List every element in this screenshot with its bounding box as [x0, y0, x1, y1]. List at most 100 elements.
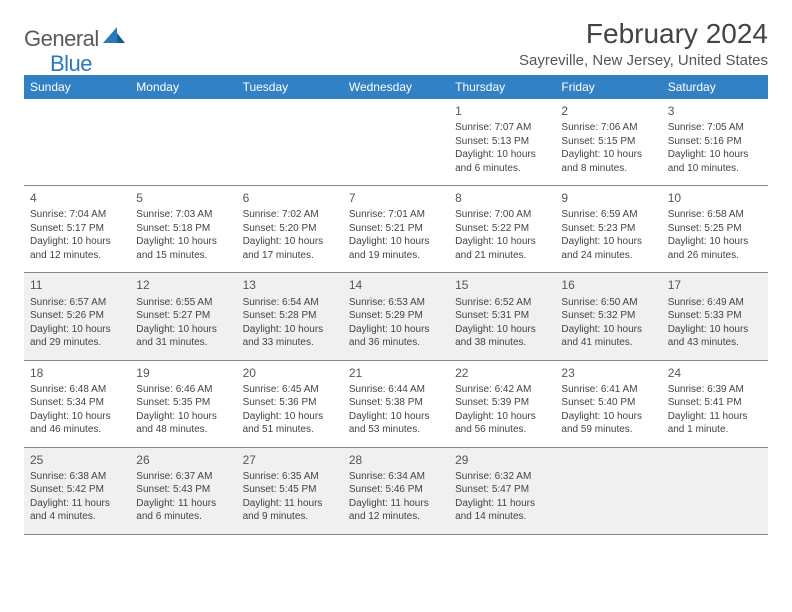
logo-triangle-icon [103, 27, 125, 48]
day-number: 27 [243, 452, 337, 468]
day-number: 22 [455, 365, 549, 381]
day-detail: Sunrise: 6:41 AMSunset: 5:40 PMDaylight:… [561, 383, 655, 437]
location: Sayreville, New Jersey, United States [519, 52, 768, 69]
calendar-empty-cell [662, 447, 768, 534]
calendar-day-cell: 25 Sunrise: 6:38 AMSunset: 5:42 PMDayligh… [24, 447, 130, 534]
calendar-day-cell: 7 Sunrise: 7:01 AMSunset: 5:21 PMDaylight… [343, 186, 449, 273]
calendar-day-cell: 9Sunrise: 6:59 AMSunset: 5:23 PMDaylight… [555, 186, 661, 273]
day-detail: Sunrise: 6:49 AMSunset: 5:33 PMDaylight:… [668, 296, 762, 350]
day-number: 29 [455, 452, 549, 468]
day-number: 13 [243, 277, 337, 293]
day-number: 28 [349, 452, 443, 468]
day-number: 16 [561, 277, 655, 293]
calendar-day-cell: 3 Sunrise: 7:05 AMSunset: 5:16 PMDaylight… [662, 99, 768, 186]
day-detail: Sunrise: 6:53 AMSunset: 5:29 PMDaylight:… [349, 296, 443, 350]
day-number: 14 [349, 277, 443, 293]
day-detail: Sunrise: 6:35 AMSunset: 5:45 PMDaylight:… [243, 470, 337, 524]
calendar-day-cell: 2 Sunrise: 7:06 AMSunset: 5:15 PMDaylight… [555, 99, 661, 186]
calendar-empty-cell [555, 447, 661, 534]
logo: General [24, 26, 127, 52]
day-detail: Sunrise: 6:42 AMSunset: 5:39 PMDaylight:… [455, 383, 549, 437]
calendar-week-row: 18 Sunrise: 6:48 AMSunset: 5:34 PMDayligh… [24, 360, 768, 447]
day-detail: Sunrise: 7:01 AMSunset: 5:21 PMDaylight:… [349, 208, 443, 262]
day-number: 8 [455, 190, 549, 206]
calendar-body: 1 Sunrise: 7:07 AMSunset: 5:13 PMDaylight… [24, 99, 768, 534]
day-detail: Sunrise: 7:04 AMSunset: 5:17 PMDaylight:… [30, 208, 124, 262]
logo-text-blue: Blue [50, 51, 92, 77]
calendar-week-row: 25 Sunrise: 6:38 AMSunset: 5:42 PMDayligh… [24, 447, 768, 534]
calendar-empty-cell [24, 99, 130, 186]
calendar-empty-cell [237, 99, 343, 186]
calendar-day-cell: 16 Sunrise: 6:50 AMSunset: 5:32 PMDayligh… [555, 273, 661, 360]
day-detail: Sunrise: 6:32 AMSunset: 5:47 PMDaylight:… [455, 470, 549, 524]
calendar-day-cell: 29 Sunrise: 6:32 AMSunset: 5:47 PMDayligh… [449, 447, 555, 534]
calendar-week-row: 4 Sunrise: 7:04 AMSunset: 5:17 PMDaylight… [24, 186, 768, 273]
day-detail: Sunrise: 6:46 AMSunset: 5:35 PMDaylight:… [136, 383, 230, 437]
day-number: 23 [561, 365, 655, 381]
day-number: 5 [136, 190, 230, 206]
day-detail: Sunrise: 6:55 AMSunset: 5:27 PMDaylight:… [136, 296, 230, 350]
calendar-day-cell: 24 Sunrise: 6:39 AMSunset: 5:41 PMDayligh… [662, 360, 768, 447]
calendar-day-cell: 18 Sunrise: 6:48 AMSunset: 5:34 PMDayligh… [24, 360, 130, 447]
weekday-header: Saturday [662, 75, 768, 99]
day-detail: Sunrise: 7:02 AMSunset: 5:20 PMDaylight:… [243, 208, 337, 262]
day-detail: Sunrise: 6:44 AMSunset: 5:38 PMDaylight:… [349, 383, 443, 437]
weekday-header: Sunday [24, 75, 130, 99]
day-number: 25 [30, 452, 124, 468]
calendar-day-cell: 19 Sunrise: 6:46 AMSunset: 5:35 PMDayligh… [130, 360, 236, 447]
calendar-day-cell: 12 Sunrise: 6:55 AMSunset: 5:27 PMDayligh… [130, 273, 236, 360]
day-detail: Sunrise: 7:00 AMSunset: 5:22 PMDaylight:… [455, 208, 549, 262]
day-number: 24 [668, 365, 762, 381]
day-number: 10 [668, 190, 762, 206]
day-number: 18 [30, 365, 124, 381]
day-number: 6 [243, 190, 337, 206]
day-detail: Sunrise: 6:37 AMSunset: 5:43 PMDaylight:… [136, 470, 230, 524]
day-detail: Sunrise: 6:48 AMSunset: 5:34 PMDaylight:… [30, 383, 124, 437]
day-number: 20 [243, 365, 337, 381]
day-number: 15 [455, 277, 549, 293]
day-number: 7 [349, 190, 443, 206]
title-block: February 2024 Sayreville, New Jersey, Un… [519, 18, 768, 69]
day-detail: Sunrise: 6:52 AMSunset: 5:31 PMDaylight:… [455, 296, 549, 350]
day-number: 26 [136, 452, 230, 468]
weekday-header-row: SundayMondayTuesdayWednesdayThursdayFrid… [24, 75, 768, 99]
day-number: 1 [455, 103, 549, 119]
weekday-header: Wednesday [343, 75, 449, 99]
calendar-empty-cell [130, 99, 236, 186]
weekday-header: Thursday [449, 75, 555, 99]
calendar-day-cell: 8 Sunrise: 7:00 AMSunset: 5:22 PMDaylight… [449, 186, 555, 273]
day-number: 11 [30, 277, 124, 293]
day-number: 19 [136, 365, 230, 381]
calendar-day-cell: 6 Sunrise: 7:02 AMSunset: 5:20 PMDaylight… [237, 186, 343, 273]
calendar-day-cell: 1 Sunrise: 7:07 AMSunset: 5:13 PMDaylight… [449, 99, 555, 186]
day-number: 17 [668, 277, 762, 293]
day-number: 4 [30, 190, 124, 206]
day-detail: Sunrise: 6:39 AMSunset: 5:41 PMDaylight:… [668, 383, 762, 437]
day-detail: Sunrise: 6:45 AMSunset: 5:36 PMDaylight:… [243, 383, 337, 437]
header: General February 2024 Sayreville, New Je… [24, 18, 768, 69]
weekday-header: Monday [130, 75, 236, 99]
calendar-day-cell: 5 Sunrise: 7:03 AMSunset: 5:18 PMDaylight… [130, 186, 236, 273]
day-detail: Sunrise: 6:57 AMSunset: 5:26 PMDaylight:… [30, 296, 124, 350]
calendar-day-cell: 21Sunrise: 6:44 AMSunset: 5:38 PMDayligh… [343, 360, 449, 447]
day-detail: Sunrise: 7:05 AMSunset: 5:16 PMDaylight:… [668, 121, 762, 175]
calendar-day-cell: 15 Sunrise: 6:52 AMSunset: 5:31 PMDayligh… [449, 273, 555, 360]
calendar-day-cell: 4 Sunrise: 7:04 AMSunset: 5:17 PMDaylight… [24, 186, 130, 273]
day-detail: Sunrise: 7:07 AMSunset: 5:13 PMDaylight:… [455, 121, 549, 175]
calendar-day-cell: 28 Sunrise: 6:34 AMSunset: 5:46 PMDayligh… [343, 447, 449, 534]
day-number: 2 [561, 103, 655, 119]
day-detail: Sunrise: 6:59 AMSunset: 5:23 PMDaylight:… [561, 208, 655, 262]
calendar-day-cell: 22 Sunrise: 6:42 AMSunset: 5:39 PMDayligh… [449, 360, 555, 447]
day-detail: Sunrise: 7:03 AMSunset: 5:18 PMDaylight:… [136, 208, 230, 262]
day-number: 3 [668, 103, 762, 119]
calendar-day-cell: 13Sunrise: 6:54 AMSunset: 5:28 PMDayligh… [237, 273, 343, 360]
calendar-day-cell: 10Sunrise: 6:58 AMSunset: 5:25 PMDayligh… [662, 186, 768, 273]
calendar-week-row: 1 Sunrise: 7:07 AMSunset: 5:13 PMDaylight… [24, 99, 768, 186]
day-detail: Sunrise: 6:34 AMSunset: 5:46 PMDaylight:… [349, 470, 443, 524]
calendar-day-cell: 23 Sunrise: 6:41 AMSunset: 5:40 PMDayligh… [555, 360, 661, 447]
day-detail: Sunrise: 6:38 AMSunset: 5:42 PMDaylight:… [30, 470, 124, 524]
day-detail: Sunrise: 7:06 AMSunset: 5:15 PMDaylight:… [561, 121, 655, 175]
day-number: 12 [136, 277, 230, 293]
calendar-day-cell: 14 Sunrise: 6:53 AMSunset: 5:29 PMDayligh… [343, 273, 449, 360]
day-detail: Sunrise: 6:50 AMSunset: 5:32 PMDaylight:… [561, 296, 655, 350]
